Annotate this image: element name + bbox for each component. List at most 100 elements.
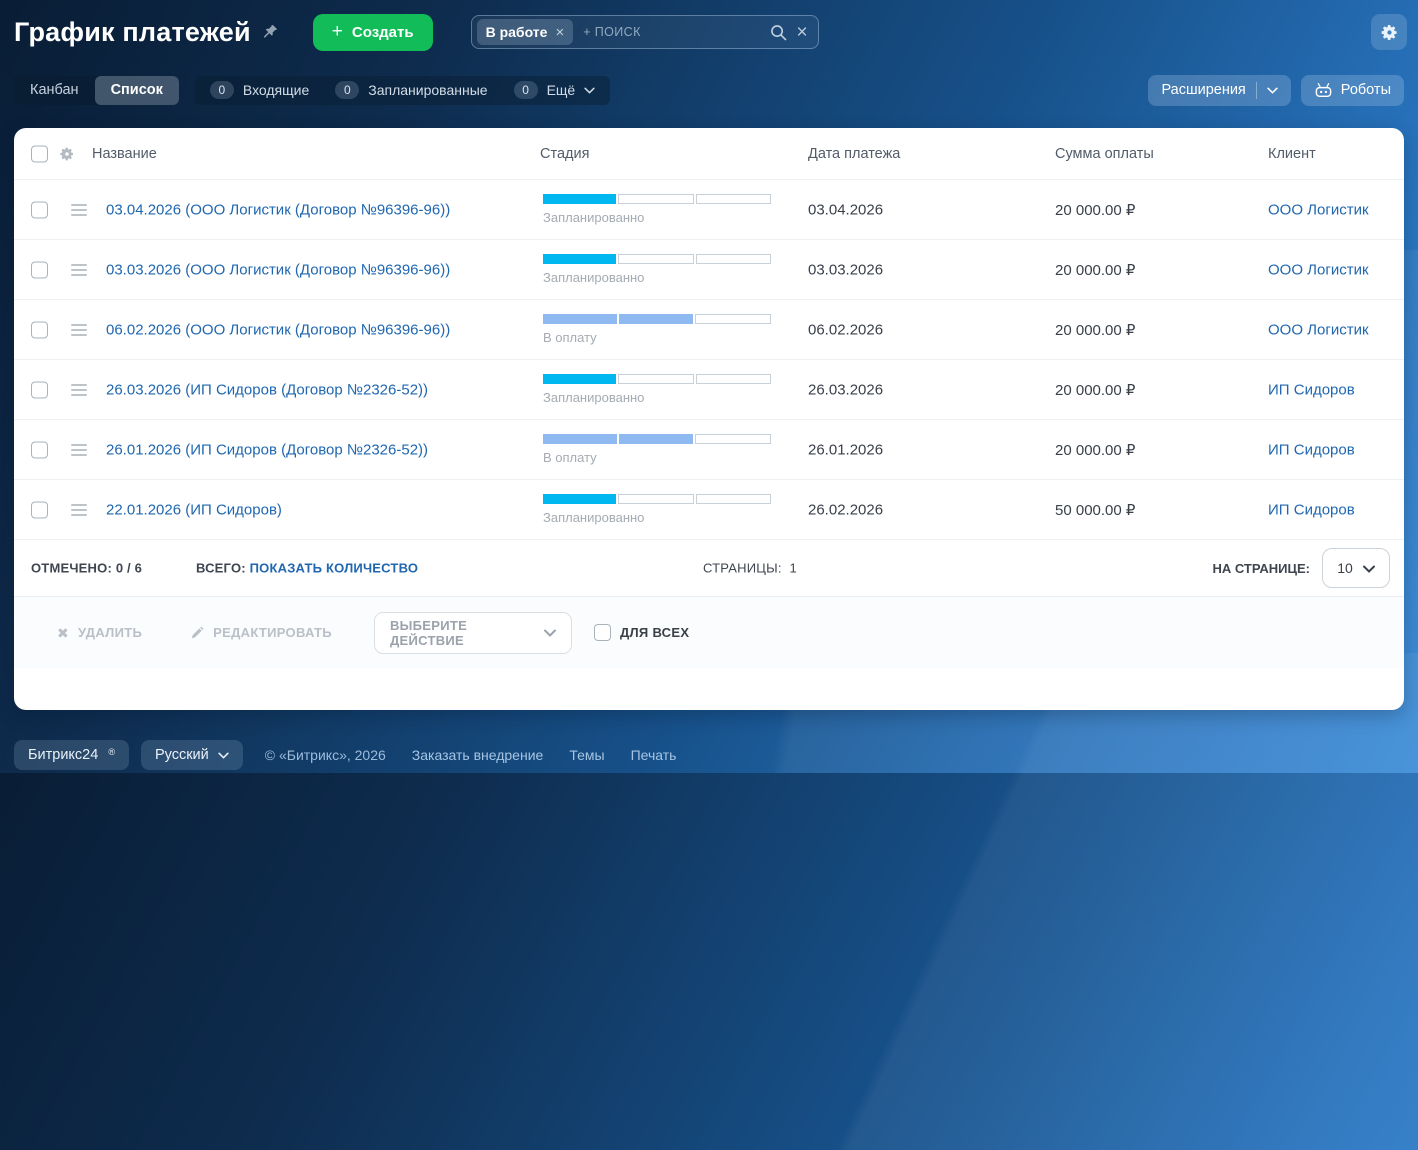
page-footer: Битрикс24 ® Русский © «Битрикс», 2026 Зак…	[0, 737, 1418, 773]
column-header-amount[interactable]: Сумма оплаты	[1055, 145, 1154, 162]
for-all-label: ДЛЯ ВСЕХ	[619, 625, 690, 640]
language-label: Русский	[154, 747, 209, 763]
footer-link-print[interactable]: Печать	[630, 747, 677, 763]
row-client-link[interactable]: ООО Логистик	[1268, 201, 1369, 218]
chevron-down-icon[interactable]	[1267, 87, 1278, 94]
drag-handle-icon[interactable]	[71, 443, 87, 456]
counter-label: Ещё	[546, 82, 576, 98]
search-input[interactable]: В работе × + поиск ×	[470, 15, 819, 49]
row-amount: 20 000.00 ₽	[1055, 381, 1136, 399]
brand-label: Битрикс24	[28, 747, 99, 763]
row-checkbox[interactable]	[31, 321, 48, 338]
row-client-link[interactable]: ИП Сидоров	[1268, 501, 1355, 518]
stage-label: В оплату	[543, 330, 597, 345]
row-checkbox[interactable]	[31, 441, 48, 458]
stage-cell[interactable]: Запланированно	[543, 374, 771, 405]
pin-icon[interactable]	[261, 23, 279, 41]
show-count-link[interactable]: ПОКАЗАТЬ КОЛИЧЕСТВО	[249, 560, 419, 576]
stage-cell[interactable]: Запланированно	[543, 494, 771, 525]
selected-count: ОТМЕЧЕНО: 0 / 6	[31, 561, 142, 576]
table-row: 26.01.2026 (ИП Сидоров (Договор №2326-52…	[14, 420, 1404, 480]
extensions-button[interactable]: Расширения	[1148, 74, 1291, 106]
stage-label: Запланированно	[543, 270, 645, 285]
per-page-label: НА СТРАНИЦЕ:	[1212, 560, 1310, 576]
grid-settings-gear-icon[interactable]	[59, 146, 75, 162]
stage-bar[interactable]	[543, 254, 771, 264]
row-client-link[interactable]: ИП Сидоров	[1268, 441, 1355, 458]
row-name-link[interactable]: 26.03.2026 (ИП Сидоров (Договор №2326-52…	[106, 381, 429, 398]
drag-handle-icon[interactable]	[71, 323, 87, 336]
column-header-client[interactable]: Клиент	[1268, 145, 1316, 162]
stage-bar[interactable]	[543, 494, 771, 504]
search-filter-chip[interactable]: В работе ×	[476, 19, 574, 45]
action-select[interactable]: ВЫБЕРИТЕ ДЕЙСТВИЕ	[373, 611, 572, 654]
footer-link-implementation[interactable]: Заказать внедрение	[411, 747, 544, 763]
drag-handle-icon[interactable]	[71, 263, 87, 276]
column-header-name[interactable]: Название	[92, 145, 157, 162]
brand-button[interactable]: Битрикс24 ®	[14, 740, 129, 770]
copyright-text: © «Битрикс», 2026	[264, 747, 386, 763]
row-checkbox[interactable]	[31, 381, 48, 398]
delete-button[interactable]: ✖ УДАЛИТЬ	[51, 624, 148, 641]
select-all-checkbox[interactable]	[31, 145, 48, 162]
stage-cell[interactable]: В оплату	[543, 434, 771, 465]
delete-label: УДАЛИТЬ	[78, 625, 143, 640]
row-name-link[interactable]: 22.01.2026 (ИП Сидоров)	[106, 501, 282, 518]
chip-close-icon[interactable]: ×	[555, 23, 565, 41]
drag-handle-icon[interactable]	[71, 383, 87, 396]
row-date: 26.02.2026	[808, 501, 884, 518]
stage-segment	[618, 494, 694, 504]
row-client-link[interactable]: ИП Сидоров	[1268, 381, 1355, 398]
search-placeholder[interactable]: + поиск	[583, 25, 641, 39]
robots-button[interactable]: Роботы	[1300, 74, 1404, 106]
stage-segment	[543, 374, 617, 384]
row-client-link[interactable]: ООО Логистик	[1268, 321, 1369, 338]
create-button[interactable]: + Создать	[312, 13, 433, 51]
row-client-link[interactable]: ООО Логистик	[1268, 261, 1369, 278]
row-checkbox[interactable]	[31, 201, 48, 218]
stage-bar[interactable]	[543, 194, 771, 204]
row-name-link[interactable]: 03.04.2026 (ООО Логистик (Договор №96396…	[106, 201, 451, 218]
per-page-value: 10	[1337, 560, 1353, 576]
counter-planned[interactable]: 0 Запланированные	[335, 81, 488, 99]
registered-mark-icon: ®	[108, 746, 115, 757]
row-checkbox[interactable]	[31, 501, 48, 518]
selected-value: 0 / 6	[115, 560, 143, 576]
table-row: 03.03.2026 (ООО Логистик (Договор №96396…	[14, 240, 1404, 300]
stage-segment	[619, 434, 693, 444]
row-name-link[interactable]: 06.02.2026 (ООО Логистик (Договор №96396…	[106, 321, 451, 338]
stage-cell[interactable]: Запланированно	[543, 194, 771, 225]
table-row: 26.03.2026 (ИП Сидоров (Договор №2326-52…	[14, 360, 1404, 420]
tab-kanban[interactable]: Канбан	[30, 82, 79, 98]
counter-badge: 0	[513, 81, 538, 99]
for-all-checkbox[interactable]	[593, 624, 611, 641]
search-icon[interactable]	[769, 23, 788, 42]
selected-label: ОТМЕЧЕНО:	[31, 560, 112, 576]
stage-bar[interactable]	[543, 314, 771, 324]
row-name-link[interactable]: 26.01.2026 (ИП Сидоров (Договор №2326-52…	[106, 441, 429, 458]
button-divider	[1255, 81, 1257, 99]
per-page-select[interactable]: 10	[1322, 548, 1390, 588]
column-header-date[interactable]: Дата платежа	[808, 145, 901, 162]
tab-list[interactable]: Список	[94, 75, 179, 105]
stage-segment	[618, 254, 694, 264]
settings-button[interactable]	[1371, 14, 1407, 50]
edit-button[interactable]: РЕДАКТИРОВАТЬ	[184, 624, 338, 641]
pages-value[interactable]: 1	[789, 560, 797, 576]
footer-link-themes[interactable]: Темы	[569, 747, 605, 763]
search-clear-icon[interactable]: ×	[796, 21, 808, 43]
drag-handle-icon[interactable]	[71, 503, 87, 516]
stage-bar[interactable]	[543, 374, 771, 384]
row-name-link[interactable]: 03.03.2026 (ООО Логистик (Договор №96396…	[106, 261, 451, 278]
drag-handle-icon[interactable]	[71, 203, 87, 216]
stage-cell[interactable]: Запланированно	[543, 254, 771, 285]
counter-incoming[interactable]: 0 Входящие	[209, 81, 309, 99]
column-header-stage[interactable]: Стадия	[540, 145, 590, 162]
row-checkbox[interactable]	[31, 261, 48, 278]
stage-cell[interactable]: В оплату	[543, 314, 771, 345]
language-button[interactable]: Русский	[140, 740, 243, 770]
action-select-label: ВЫБЕРИТЕ ДЕЙСТВИЕ	[389, 617, 468, 648]
counter-badge: 0	[209, 81, 234, 99]
counter-more[interactable]: 0 Ещё	[513, 81, 596, 99]
stage-bar[interactable]	[543, 434, 771, 444]
